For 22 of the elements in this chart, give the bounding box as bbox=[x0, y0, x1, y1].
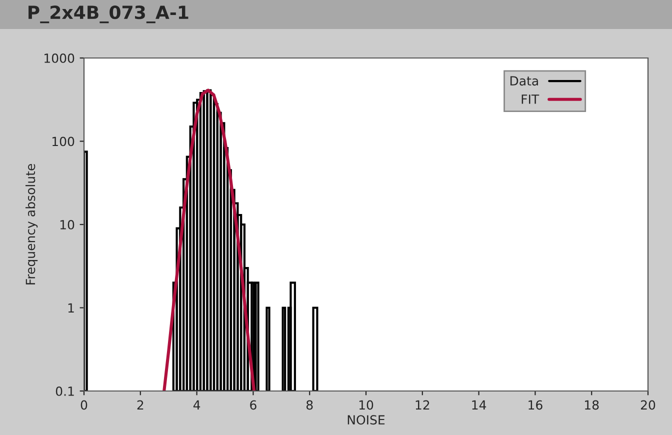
line-series bbox=[162, 88, 256, 391]
x-tick-label: 12 bbox=[416, 400, 430, 410]
x-tick-label: 14 bbox=[472, 400, 486, 410]
x-tick-label: 8 bbox=[306, 400, 313, 410]
x-tick-label: 4 bbox=[193, 400, 200, 410]
x-tick-label: 18 bbox=[585, 400, 599, 410]
legend-label: Data bbox=[510, 76, 538, 86]
y-tick-label: 1000 bbox=[44, 53, 74, 63]
y-tick-label: 10 bbox=[60, 220, 74, 230]
x-tick-label: 0 bbox=[80, 400, 88, 410]
x-tick-label: 10 bbox=[359, 400, 374, 410]
x-axis-title: NOISE bbox=[348, 415, 385, 425]
x-tick-label: 6 bbox=[250, 400, 256, 410]
chart-title: P_2x4B_073_A-1 bbox=[28, 6, 188, 24]
x-tick-label: 20 bbox=[640, 400, 656, 410]
legend-label: FIT bbox=[522, 94, 540, 104]
x-tick-label: 16 bbox=[528, 400, 542, 410]
y-tick-label: 100 bbox=[52, 136, 74, 146]
y-axis-title: Frequency absolute bbox=[26, 164, 38, 284]
y-tick-label: 1 bbox=[68, 303, 74, 312]
y-tick-label: 0.1 bbox=[56, 386, 74, 396]
x-tick-label: 2 bbox=[137, 400, 144, 410]
